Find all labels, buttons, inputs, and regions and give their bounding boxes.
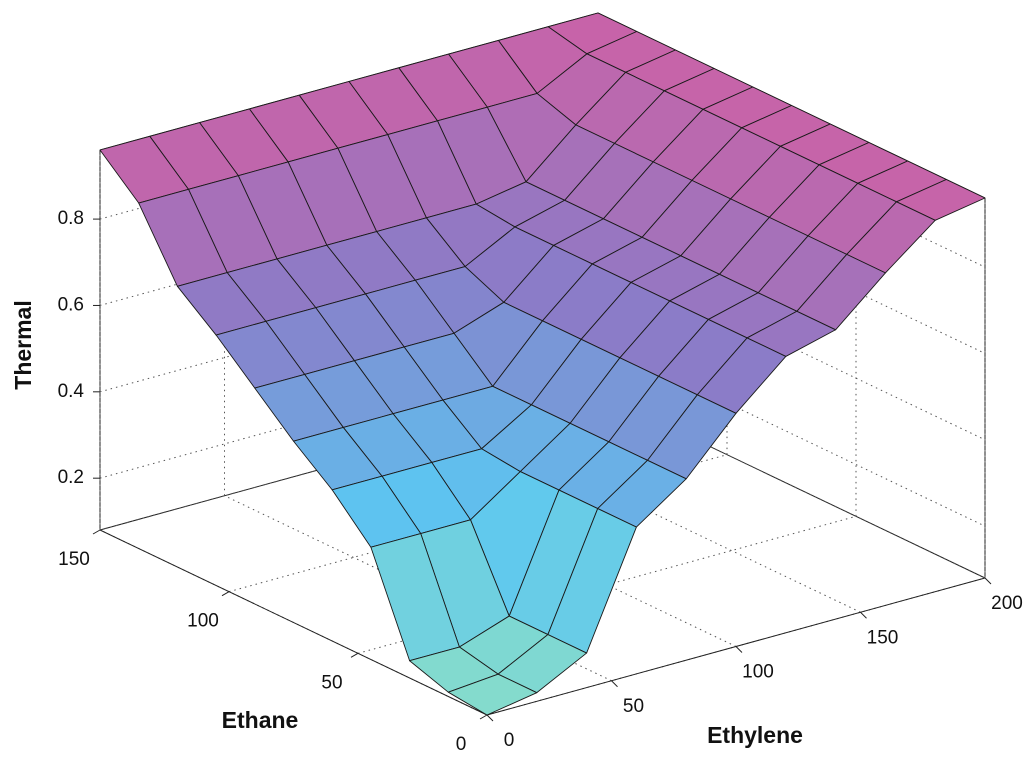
y-tick <box>92 529 101 535</box>
y-tick <box>350 652 359 658</box>
surface-face <box>447 673 538 716</box>
x-tick <box>735 646 743 653</box>
y-tick-label: 50 <box>321 672 342 693</box>
y-tick <box>221 591 230 597</box>
y-tick <box>479 714 488 720</box>
z-tick-label: 0.6 <box>58 294 84 315</box>
y-axis-line <box>99 529 488 716</box>
x-tick <box>611 680 618 688</box>
y-tick-label: 100 <box>187 611 219 632</box>
x-axis-label: Ethylene <box>707 722 803 748</box>
x-tick-label: 50 <box>623 696 644 717</box>
x-tick-label: 150 <box>867 627 899 648</box>
y-tick-label: 150 <box>58 549 90 570</box>
z-tick-label: 0.4 <box>58 381 85 402</box>
x-tick <box>984 577 992 585</box>
x-tick-label: 100 <box>742 662 774 683</box>
z-tick-label: 0.2 <box>58 467 84 488</box>
x-tick <box>486 714 494 722</box>
z-axis-label: Thermal <box>10 300 36 389</box>
grid-line <box>357 515 857 654</box>
z-tick-label: 0.8 <box>58 208 84 229</box>
x-tick <box>860 611 867 619</box>
x-tick-label: 200 <box>991 593 1023 614</box>
y-tick-label: 0 <box>456 734 467 755</box>
x-tick-label: 0 <box>504 730 515 751</box>
y-axis-label: Ethane <box>222 707 299 733</box>
